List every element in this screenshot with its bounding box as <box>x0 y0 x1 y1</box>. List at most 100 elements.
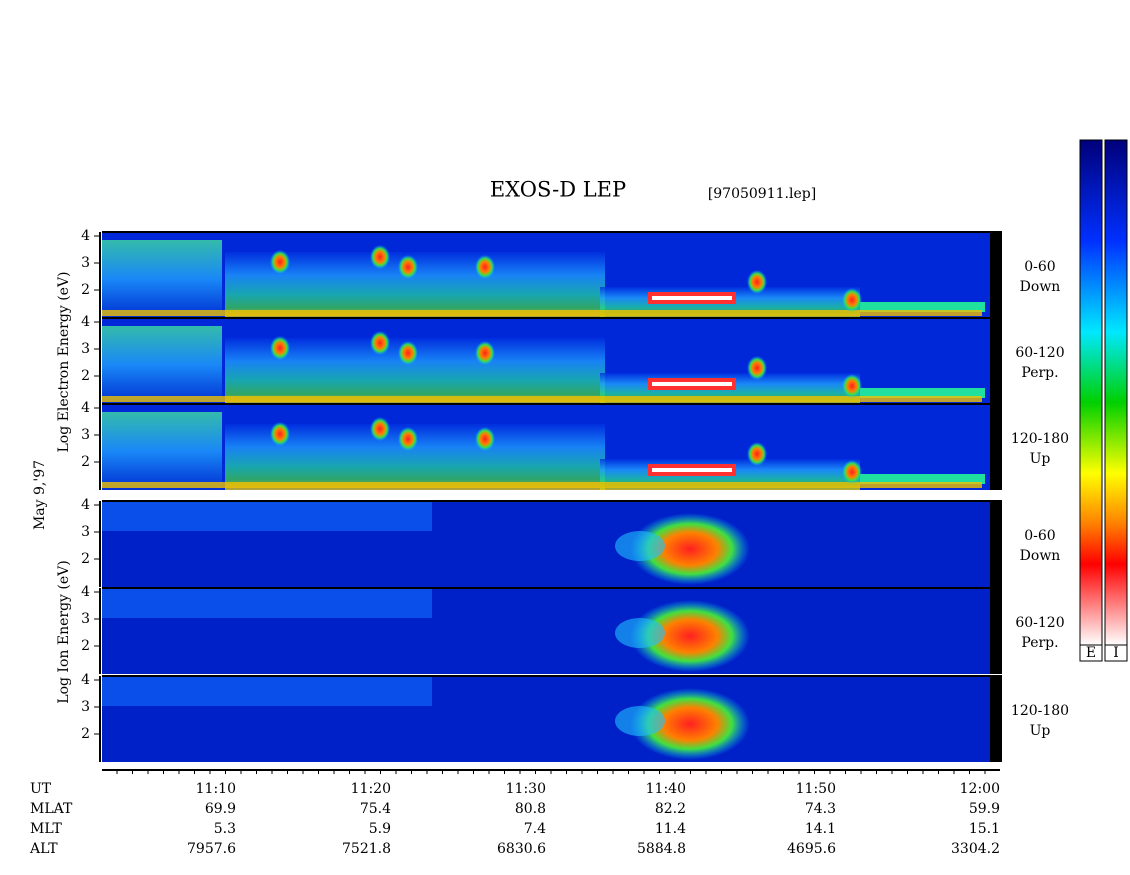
time-table-row-label: MLAT <box>30 801 73 817</box>
colorbar-label: E <box>1086 645 1096 661</box>
time-table-value: 5884.8 <box>637 841 686 857</box>
panel-direction: Down <box>1020 548 1061 564</box>
panel-edge <box>990 676 1002 762</box>
panel-angle: 0-60 <box>1024 259 1055 275</box>
panel-angle: 0-60 <box>1024 528 1055 544</box>
spectrum-band <box>102 412 222 490</box>
electron-axis-label: Log Electron Energy (eV) <box>56 271 72 452</box>
y-tick-label: 3 <box>81 255 90 271</box>
hot-band <box>652 296 732 300</box>
panel-angle: 60-120 <box>1015 345 1064 361</box>
panel-edge <box>990 232 1002 318</box>
time-table-value: 69.9 <box>205 801 236 817</box>
panel-edge <box>990 318 1002 404</box>
time-table-value: 14.1 <box>805 821 836 837</box>
y-tick-label: 2 <box>81 551 90 567</box>
date-label: May 9,'97 <box>32 460 48 530</box>
spectrum-band <box>102 588 432 618</box>
spectrum-band <box>102 326 222 404</box>
hot-spot <box>475 341 495 365</box>
panel-direction: Perp. <box>1021 635 1058 651</box>
panel-angle: 120-180 <box>1011 703 1069 719</box>
time-table-value: 7957.6 <box>187 841 236 857</box>
time-table-value: 11.4 <box>655 821 686 837</box>
time-table-value: 80.8 <box>515 801 546 817</box>
time-table-value: 4695.6 <box>787 841 836 857</box>
hot-spot <box>747 270 767 294</box>
panel-edge <box>990 501 1002 587</box>
hot-spot <box>842 374 862 398</box>
colorbar-label-box <box>1079 644 1103 662</box>
time-table-value: 11:40 <box>646 781 686 797</box>
y-tick-label: 3 <box>81 699 90 715</box>
y-tick-label: 4 <box>81 584 90 600</box>
ion-axis-label: Log Ion Energy (eV) <box>56 560 72 703</box>
colorbar <box>1104 139 1128 646</box>
time-table-row-label: MLT <box>30 821 62 837</box>
time-table-value: 75.4 <box>360 801 391 817</box>
spectrum-band <box>102 482 982 488</box>
hot-spot <box>370 245 390 269</box>
hot-spot <box>398 255 418 279</box>
time-table-value: 6830.6 <box>497 841 546 857</box>
y-tick-label: 3 <box>81 341 90 357</box>
hot-spot <box>475 255 495 279</box>
y-tick-label: 4 <box>81 400 90 416</box>
spectrum-band <box>102 501 432 531</box>
time-table-value: 3304.2 <box>951 841 1000 857</box>
panel-edge <box>990 588 1002 674</box>
panel-direction: Up <box>1030 451 1051 467</box>
hot-spot <box>370 417 390 441</box>
y-tick-label: 3 <box>81 611 90 627</box>
title: EXOS-D LEP <box>490 178 626 202</box>
y-tick-label: 3 <box>81 524 90 540</box>
spectrogram-panels <box>102 231 1002 762</box>
hot-spot <box>615 618 665 648</box>
hot-spot <box>398 427 418 451</box>
time-table-value: 82.2 <box>655 801 686 817</box>
spectrum-band <box>860 474 985 484</box>
panel-angle: 60-120 <box>1015 615 1064 631</box>
hot-spot <box>270 250 290 274</box>
panel-direction: Perp. <box>1021 365 1058 381</box>
hot-spot <box>842 288 862 312</box>
y-tick-label: 2 <box>81 368 90 384</box>
hot-band <box>652 468 732 472</box>
hot-spot <box>630 513 750 585</box>
time-table-value: 74.3 <box>805 801 836 817</box>
y-tick-label: 2 <box>81 454 90 470</box>
hot-spot <box>842 460 862 484</box>
time-table-value: 11:30 <box>506 781 546 797</box>
spectrum-band <box>860 388 985 398</box>
hot-spot <box>615 531 665 561</box>
hot-spot <box>747 442 767 466</box>
time-table-value: 12:00 <box>960 781 1000 797</box>
y-tick-label: 4 <box>81 497 90 513</box>
colorbar-label-box <box>1104 644 1128 662</box>
time-table-value: 59.9 <box>969 801 1000 817</box>
time-table-value: 11:10 <box>196 781 236 797</box>
panel-direction: Up <box>1030 723 1051 739</box>
panel-angle: 120-180 <box>1011 431 1069 447</box>
y-tick-label: 3 <box>81 427 90 443</box>
time-table-row-label: UT <box>30 781 52 797</box>
y-tick-label: 2 <box>81 726 90 742</box>
time-table-value: 15.1 <box>969 821 1000 837</box>
hot-band <box>652 382 732 386</box>
hot-spot <box>630 600 750 672</box>
time-table-value: 5.3 <box>214 821 236 837</box>
hot-spot <box>398 341 418 365</box>
time-table-value: 5.9 <box>369 821 391 837</box>
spectrum-band <box>102 310 982 316</box>
y-tick-label: 4 <box>81 228 90 244</box>
time-table-value: 7521.8 <box>342 841 391 857</box>
panel-direction: Down <box>1020 279 1061 295</box>
hot-spot <box>370 331 390 355</box>
hot-spot <box>475 427 495 451</box>
spectrum-band <box>860 302 985 312</box>
time-table-value: 11:20 <box>351 781 391 797</box>
hot-spot <box>630 688 750 760</box>
y-tick-label: 2 <box>81 638 90 654</box>
time-table-row-label: ALT <box>29 841 58 857</box>
